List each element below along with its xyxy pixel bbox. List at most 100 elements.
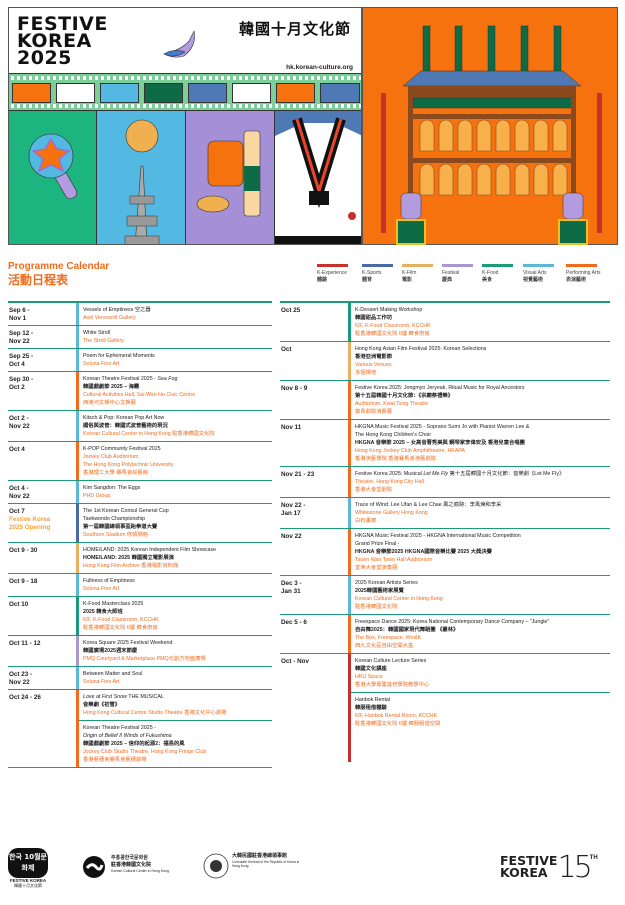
event-date: Oct 23 - Nov 22 — [8, 667, 76, 689]
event-title: Kim Sangdon: The Eggs — [83, 484, 268, 492]
event-venue[interactable]: 白石畫廊 — [355, 518, 377, 524]
event-venue[interactable]: 6/F, K-Food Classroom, KCCHK — [83, 617, 159, 623]
event-venue[interactable]: Hong Kong Film Archive 香港電影資料館 — [83, 563, 179, 569]
event-venue[interactable]: PMQ Courtyard & Marketplace PMQ元創方地面廣場 — [83, 656, 206, 662]
pagoda-panel — [97, 111, 186, 244]
title-segment: Korean Culture Lecture Series — [355, 658, 427, 664]
legend-label-zh: 視覺藝術 — [523, 276, 544, 283]
event: Hanbok Rental 韓服租借體驗 6/F, Hanbok Rental Ro… — [351, 692, 610, 731]
event-venue[interactable]: Jockey Club Studio Theatre, Hong Kong Fr… — [83, 749, 207, 755]
title-line: KOREA — [17, 30, 92, 52]
title-segment: Korea Square 2025 Festival Weekend — [83, 640, 173, 646]
event-date: Oct 10 — [8, 597, 76, 635]
event-venue[interactable]: The Hong Kong Polytechnic University — [83, 462, 174, 468]
logo-ko: 한국 10월문화제 — [8, 848, 48, 878]
event-venue[interactable]: Various Venues — [355, 362, 392, 368]
legend-label: K-Experience — [317, 270, 348, 276]
event-venue[interactable]: Korean Cultural Center in Hong Kong 駐香港韓… — [83, 431, 215, 437]
legend-swatch — [566, 264, 597, 267]
event-venue[interactable]: Cultural Activities Hall, Sai Wan Ho Civ… — [83, 392, 196, 398]
legend-item-festival: Festival 慶典 — [442, 264, 473, 283]
event-venue[interactable]: 駐香港韓國文化院 6樓 韓服租借空間 — [355, 721, 441, 727]
calendar-title-en: Programme Calendar — [8, 261, 110, 272]
date-line: Sep 6 - — [9, 307, 30, 314]
event-venue[interactable]: Soluna Fine Art — [83, 586, 120, 592]
event: K-Food Masterclass 2025 2025 韓食大師班 6/F, K-… — [79, 597, 272, 635]
event-venue[interactable]: 西灣河文娛中心文娛廳 — [83, 400, 136, 406]
event-venue[interactable]: 駐香港韓國文化院 6樓 韓食廚房 — [355, 331, 430, 337]
event-list: K-POP Community Festival 2025 Jockey Club… — [79, 442, 272, 480]
event-venue[interactable]: The Box, Freespace, WestK — [355, 635, 422, 641]
date-line: Oct 25 — [281, 307, 301, 314]
event-title: Korean Theatre Festival 2025 - — [83, 724, 268, 732]
event-venue[interactable]: 葵青劇院演藝廳 — [355, 409, 393, 415]
date-line: Sep 12 - — [9, 330, 34, 337]
event: Freespace Dance 2025: Korea National Con… — [351, 615, 610, 653]
event-venue[interactable]: 駐香港韓國文化院 — [355, 604, 398, 610]
legend-label: Performing Arts — [566, 270, 601, 276]
event-venue[interactable]: 香港大會堂劇院 — [355, 487, 393, 493]
event-list: Korea Square 2025 Festival Weekend 韓國廣場20… — [79, 636, 272, 666]
event-title-zh: 第一屆韓國總領事盃跆拳道大賽 — [83, 524, 158, 530]
event-venue[interactable]: Whitestone Gallery Hong Kong — [355, 510, 428, 516]
title-segment: Sea Fog — [157, 376, 178, 382]
event-venue[interactable]: 香港理工大學 賽馬會綜藝館 — [83, 470, 149, 476]
date-line: Nov 22 — [281, 533, 302, 540]
legend-label: K-Food — [482, 270, 499, 276]
calendar-row: Nov 22 HKGNA Music Festival 2025 - HKGNA … — [280, 529, 610, 576]
event: Korean Theatre Festival 2025 - Sea Fog 韓國… — [79, 372, 272, 410]
opening-note: Festive Korea — [9, 516, 51, 523]
event-title: HKGNA Music Festival 2025 - HKGNA Intern… — [355, 532, 606, 540]
event-venue[interactable]: HKU Space — [355, 674, 383, 680]
event-venue[interactable]: Soluna Fine Art — [83, 679, 120, 685]
event-list: HKGNA Music Festival 2025 - HKGNA Intern… — [351, 529, 610, 575]
title-segment: Hong Kong Asian Film Festival 2025: Kore… — [355, 346, 487, 352]
event-venue[interactable]: 多個場地 — [355, 370, 377, 376]
event-title-zh: 2025韓國藝術家展覽 — [355, 588, 404, 594]
event-venue[interactable]: 西九文化區自由空間大盒 — [355, 643, 414, 649]
calendar-row: Oct 10 K-Food Masterclass 2025 2025 韓食大師班 6… — [8, 597, 272, 636]
event-title: Korean Theatre Festival 2025 - Sea Fog — [83, 375, 268, 383]
event-venue[interactable]: Southorn Stadium 修頓場館 — [83, 532, 149, 538]
date-line: Jan 17 — [281, 510, 301, 517]
event-title-zh: 香港亞洲電影節 — [355, 354, 393, 360]
date-line: Oct 9 - 30 — [9, 547, 38, 554]
event-venue[interactable]: PHD Group — [83, 493, 111, 499]
event-title: Festive Korea 2025: Jongmyo Jeryeak, Rit… — [355, 384, 606, 392]
event-venue[interactable]: Hong Kong Cultural Centre Studio Theatre… — [83, 710, 227, 716]
event-venue[interactable]: Hong Kong Jockey Club Amphitheatre, HKAP… — [355, 448, 466, 454]
event-venue[interactable]: 香港大學專業進修學院教學中心 — [355, 682, 430, 688]
event-date: Oct - Nov — [280, 654, 348, 762]
event: Trace of Wind: Lee Ufan & Lee Chae 風之痕跡：… — [351, 498, 610, 528]
event-venue[interactable]: 香港藝穗會賽馬會藝穗劇場 — [83, 757, 147, 763]
event-venue[interactable]: Soluna Fine Art — [83, 361, 120, 367]
title-segment: Trace of Wind: Lee Ufan & Lee Chae 風之痕跡：… — [355, 502, 502, 508]
event-venue[interactable]: Jockey Club Auditorium, — [83, 454, 140, 460]
event-venue[interactable]: 駐香港韓國文化院 6樓 韓食廚房 — [83, 625, 158, 631]
anniv-number: 15 — [557, 850, 592, 885]
calendar-row: Oct 11 - 12 Korea Square 2025 Festival We… — [8, 636, 272, 667]
event: Fullness of Emptiness Soluna Fine Art — [79, 574, 272, 596]
event-title: Between Matter and Soul — [83, 670, 268, 678]
website-link[interactable]: hk.korean-culture.org — [286, 64, 353, 71]
event-venue[interactable]: 香港演藝學院 香港賽馬會演藝劇院 — [355, 456, 436, 462]
event-venue[interactable]: 6/F, Hanbok Rental Room, KCCHK — [355, 713, 438, 719]
event-venue[interactable]: Auditorium, Kwai Tsing Theatre — [355, 401, 429, 407]
event: Korea Square 2025 Festival Weekend 韓國廣場20… — [79, 636, 272, 666]
film-strip — [9, 73, 361, 111]
event-venue[interactable]: Korean Cultural Center in Hong Kong — [355, 596, 443, 602]
calendar-row: Oct 25 K-Dessert Making Workshop 韓國甜品工作坊 6/… — [280, 303, 610, 342]
event-venue[interactable]: 荃灣大會堂演奏廳 — [355, 565, 398, 571]
pagoda-mask-icon — [124, 119, 160, 244]
legend-item-performing: Performing Arts 表演藝術 — [566, 264, 600, 283]
event-venue[interactable]: 6/F, K-Food Classroom, KCCHK — [355, 323, 431, 329]
category-bar-visual — [76, 481, 79, 503]
event-venue[interactable]: Tsuen Wan Town Hall Auditorium — [355, 557, 433, 563]
event-venue[interactable]: Theatre, Hong Kong City Hall — [355, 479, 424, 485]
event-title: Poem for Ephemeral Moments — [83, 352, 268, 360]
event-venue[interactable]: Axel Vervoordt Gallery — [83, 315, 136, 321]
ritual-bell-rack-icon — [381, 25, 602, 245]
event-venue[interactable]: The Stroll Gallery — [83, 338, 124, 344]
date-line: Oct 9 - 18 — [9, 578, 38, 585]
calendar-row: Dec 5 - 6 Freespace Dance 2025: Korea Nat… — [280, 615, 610, 654]
